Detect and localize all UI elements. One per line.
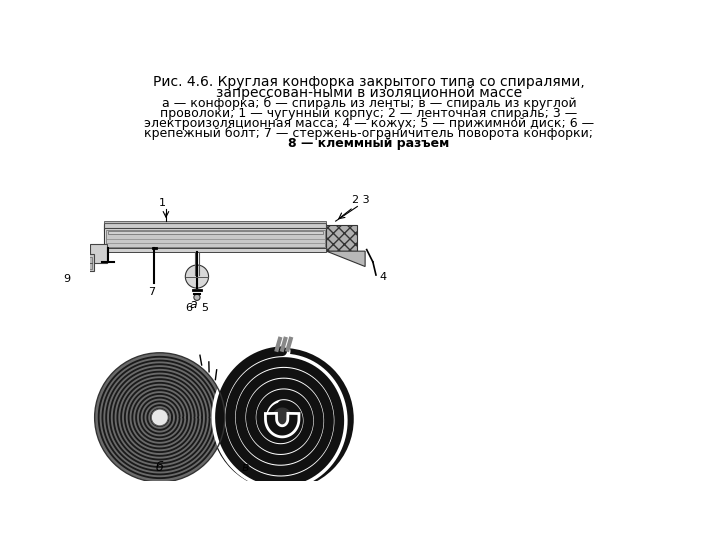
Text: 5: 5 [201, 303, 208, 313]
Text: 8 — клеммный разъем: 8 — клеммный разъем [289, 137, 449, 150]
Text: крепежный болт; 7 — стержень-ограничитель поворота конфорки;: крепежный болт; 7 — стержень-ограничител… [145, 127, 593, 140]
Text: 1: 1 [158, 198, 166, 208]
Text: в: в [241, 462, 248, 475]
Text: запрессован-ными в изоляционной массе: запрессован-ными в изоляционной массе [216, 85, 522, 99]
Circle shape [212, 349, 353, 489]
Bar [76, 256, 91, 269]
Bar [106, 230, 325, 247]
Bar [108, 231, 323, 234]
Text: 7: 7 [148, 287, 155, 296]
Circle shape [151, 409, 168, 426]
Text: б: б [156, 462, 163, 475]
Polygon shape [326, 251, 365, 267]
Bar [326, 225, 357, 251]
Bar [104, 248, 326, 252]
Bar [326, 225, 357, 251]
Bar [104, 224, 326, 228]
Circle shape [194, 294, 200, 300]
Text: 9: 9 [63, 274, 71, 284]
Bar [104, 228, 326, 248]
Text: 2 3: 2 3 [351, 195, 369, 205]
Text: проволоки; 1 — чугунный корпус; 2 — ленточная спираль; 3 —: проволоки; 1 — чугунный корпус; 2 — лент… [161, 107, 577, 120]
Text: 4: 4 [379, 272, 386, 282]
Circle shape [185, 265, 209, 288]
Bar [104, 221, 326, 224]
Text: Рис. 4.6. Круглая конфорка закрытого типа со спиралями,: Рис. 4.6. Круглая конфорка закрытого тип… [153, 75, 585, 89]
Text: а: а [189, 298, 197, 311]
Bar [73, 254, 94, 271]
Circle shape [94, 353, 225, 482]
Bar [104, 225, 326, 231]
Polygon shape [272, 408, 292, 430]
Bar [90, 244, 107, 264]
Polygon shape [268, 403, 297, 435]
Text: 6: 6 [186, 303, 193, 313]
Text: а — конфорка; б — спираль из ленты; в — спираль из круглой: а — конфорка; б — спираль из ленты; в — … [162, 97, 576, 110]
Text: электроизоляционная масса; 4 — кожух; 5 — прижимной диск; 6 —: электроизоляционная масса; 4 — кожух; 5 … [144, 117, 594, 130]
